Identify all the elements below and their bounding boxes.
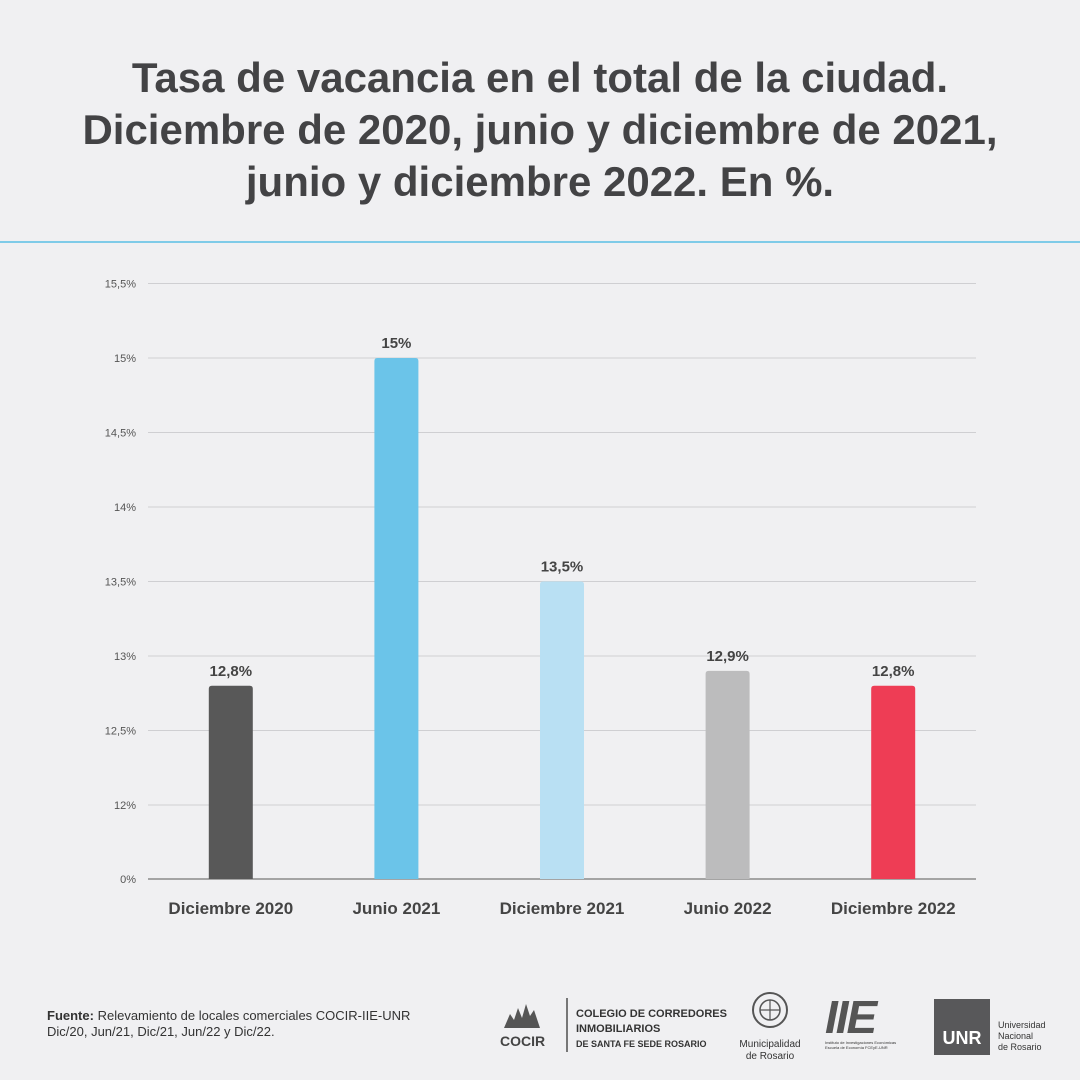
iie-line-1: Instituto de Investigaciones Económicas <box>825 1040 897 1045</box>
bar <box>871 685 916 879</box>
y-tick-label: 15,5% <box>105 279 136 291</box>
chart-title-line-1: Tasa de vacancia en el total de la ciuda… <box>131 54 949 101</box>
y-tick-label: 15% <box>114 353 136 365</box>
source-dates: Dic/20, Jun/21, Dic/21, Jun/22 y Dic/22. <box>47 1024 275 1039</box>
data-label: 12,9% <box>706 648 749 665</box>
chart-title-line-3: junio y diciembre 2022. En %. <box>245 158 835 205</box>
muni-line-1: Municipalidad <box>739 1039 801 1050</box>
cocir-short: COCIR <box>500 1033 546 1049</box>
unr-short: UNR <box>942 1028 982 1048</box>
y-tick-label: 14,5% <box>105 428 136 440</box>
y-tick-label: 12% <box>114 800 136 812</box>
source-text: Relevamiento de locales comerciales COCI… <box>97 1008 411 1023</box>
cocir-logo: COCIR <box>500 1000 546 1049</box>
x-tick-label: Diciembre 2020 <box>168 899 293 918</box>
x-tick-label: Junio 2022 <box>684 899 772 918</box>
source-label: Fuente: <box>47 1008 94 1023</box>
unr-name: Universidad Nacional de Rosario <box>998 1020 1046 1053</box>
iie-short: IIE <box>825 991 877 1043</box>
cocir-line-1: COLEGIO DE CORREDORES <box>576 1008 727 1020</box>
x-tick-label: Junio 2021 <box>352 899 440 918</box>
bar-chart: 0% 12% 12,5% 13% 13,5% 14% 14,5% 15% 15,5% 12,8% D… <box>105 279 976 918</box>
cocir-line-3: DE SANTA FE SEDE ROSARIO <box>576 1039 707 1049</box>
y-tick-label: 14% <box>114 502 136 514</box>
x-tick-label: Diciembre 2022 <box>831 899 956 918</box>
municipalidad-name: Municipalidad de Rosario <box>735 1039 805 1063</box>
x-tick-label: Diciembre 2021 <box>500 899 625 918</box>
data-label: 12,8% <box>872 663 915 680</box>
y-tick-label: 12,5% <box>105 726 136 738</box>
unr-line-2: Nacional <box>998 1031 1034 1041</box>
chart-title-line-2: Diciembre de 2020, junio y diciembre de … <box>82 106 998 153</box>
cocir-divider <box>566 998 568 1052</box>
data-label: 12,8% <box>210 663 253 680</box>
title-divider <box>0 241 1080 243</box>
bar <box>208 685 253 879</box>
iie-line-2: Escuela de Economía FCEyE-UNR <box>825 1045 888 1050</box>
source-note: Fuente: Relevamiento de locales comercia… <box>47 1008 467 1040</box>
y-tick-label: 13,5% <box>105 577 136 589</box>
data-label: 15% <box>381 335 411 352</box>
bar <box>705 670 750 879</box>
iie-logo: IIE Instituto de Investigaciones Económi… <box>825 994 920 1050</box>
cocir-line-2: INMOBILIARIOS <box>576 1023 661 1035</box>
cocir-name: COLEGIO DE CORREDORES INMOBILIARIOS DE S… <box>576 1007 727 1052</box>
bar <box>374 358 419 879</box>
bar <box>540 581 584 879</box>
chart-title: Tasa de vacancia en el total de la ciuda… <box>40 52 1040 208</box>
unr-line-1: Universidad <box>998 1020 1046 1030</box>
logo-strip: COCIR COLEGIO DE CORREDORES INMOBILIARIO… <box>500 990 1060 1063</box>
unr-logo: UNR <box>934 999 990 1055</box>
municipalidad-logo: Municipalidad de Rosario <box>735 990 805 1063</box>
municipal-seal-icon <box>752 992 788 1028</box>
cocir-emblem-icon <box>504 1004 540 1028</box>
muni-line-2: de Rosario <box>745 1051 795 1062</box>
y-tick-label: 13% <box>114 651 136 663</box>
data-label: 13,5% <box>541 559 584 576</box>
y-tick-label: 0% <box>120 874 136 886</box>
unr-line-3: de Rosario <box>998 1042 1042 1052</box>
